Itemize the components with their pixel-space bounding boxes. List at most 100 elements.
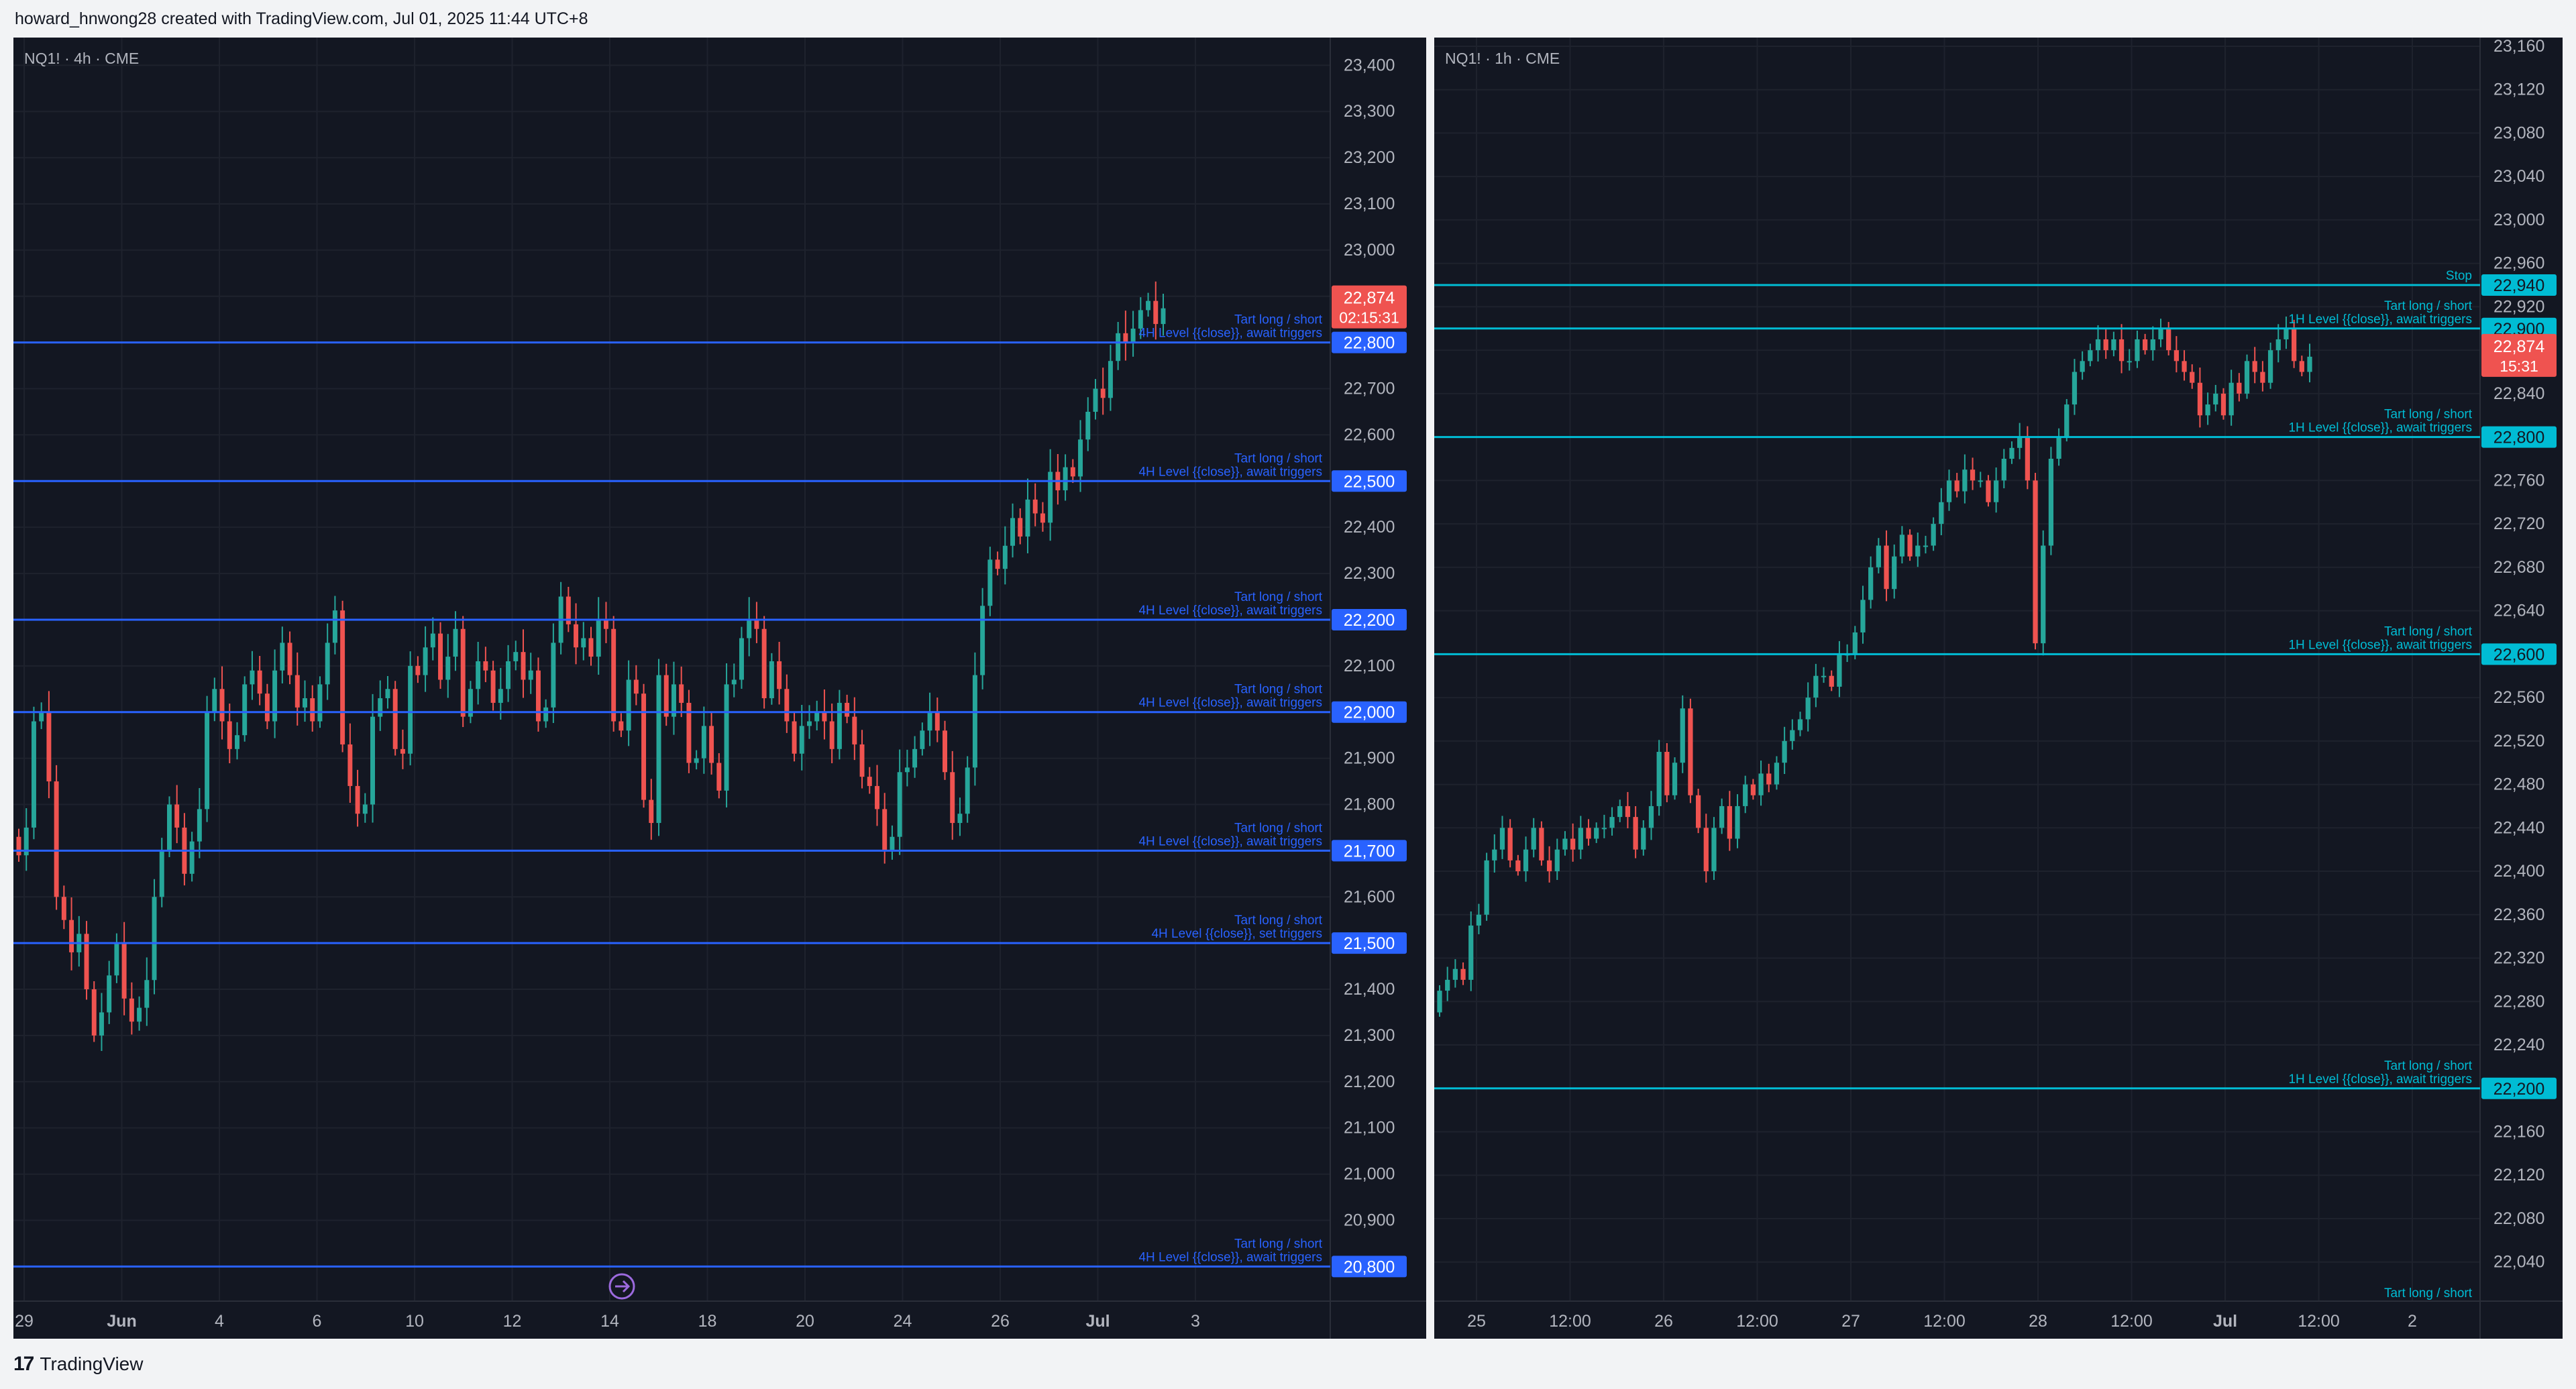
candle-body: [1063, 467, 1068, 491]
candle-body: [69, 920, 74, 952]
candle-body: [1860, 600, 1866, 632]
price-axis-label: 22,700: [1344, 380, 1395, 398]
candle-body: [2237, 382, 2242, 394]
level-price-tag: [1332, 701, 1407, 723]
candle-body: [724, 684, 729, 791]
candle-body: [84, 934, 89, 990]
price-axis-label: 21,400: [1344, 980, 1395, 999]
bar-countdown: 02:15:31: [1339, 309, 1399, 327]
candle-body: [483, 661, 488, 671]
candle-body: [1546, 860, 1552, 872]
candle-body: [543, 707, 549, 722]
candle-body: [1656, 752, 1662, 806]
candle-body: [144, 980, 150, 1008]
time-axis-label: 14: [600, 1312, 619, 1331]
price-axis-label: 22,760: [2493, 471, 2544, 490]
time-axis-label: 25: [1467, 1312, 1486, 1331]
candle-body: [235, 735, 239, 749]
candle-body: [423, 647, 428, 675]
time-axis-label: 12: [503, 1312, 522, 1331]
time-axis-label: 12:00: [1736, 1312, 1778, 1331]
level-price-tag-text: 22,600: [2493, 645, 2544, 664]
candle-body: [1010, 518, 1016, 546]
price-axis-label: 22,120: [2493, 1166, 2544, 1184]
candle-body: [1680, 708, 1685, 763]
candle-body: [1931, 524, 1936, 546]
replay-arrow-icon: [615, 1280, 631, 1293]
level-price-tag: [1332, 608, 1407, 630]
candle-body: [2182, 361, 2187, 372]
level-price-tag-text: 20,800: [1344, 1258, 1395, 1276]
candle-body: [91, 989, 97, 1036]
level-label: Tart long / short: [1234, 683, 1323, 697]
candle-body: [1138, 310, 1143, 329]
candle-body: [250, 670, 255, 685]
candle-body: [1460, 968, 1466, 980]
time-axis-label: 27: [1841, 1312, 1860, 1331]
price-axis-label: 22,240: [2493, 1036, 2544, 1054]
candle-body: [1986, 480, 1991, 502]
candle-body: [679, 684, 684, 703]
candle-body: [814, 712, 820, 722]
candle-body: [1040, 513, 1045, 523]
time-axis-label: 20: [796, 1312, 814, 1331]
candle-body: [1774, 763, 1780, 785]
candle-body: [694, 758, 699, 763]
price-axis-label: 21,000: [1344, 1165, 1395, 1184]
candles: [1437, 316, 2312, 1017]
level-label: 4H Level {{close}}, await triggers: [1138, 834, 1322, 848]
chart-4h-svg[interactable]: 23,40023,30023,20023,10023,00022,90022,8…: [13, 38, 1426, 1339]
candle-body: [1876, 545, 1881, 567]
price-axis-label: 23,400: [1344, 56, 1395, 74]
level-label: Tart long / short: [2384, 299, 2473, 313]
candle-body: [460, 628, 466, 717]
candle-body: [1507, 828, 1513, 860]
candle-body: [445, 657, 451, 680]
level-label: Tart long / short: [1234, 821, 1323, 835]
candle-body: [2072, 372, 2078, 405]
candle-body: [1782, 740, 1787, 763]
candle-body: [1758, 773, 1764, 795]
price-axis-label: 22,100: [1344, 657, 1395, 675]
time-axis-label: 6: [313, 1312, 322, 1331]
candle-body: [1586, 828, 1591, 839]
chart-1h-svg[interactable]: 23,160 23,120 23,080 23,040 23,000 22,960 22,9…: [1434, 38, 2563, 1339]
candle-body: [430, 633, 435, 648]
candle-body: [2284, 328, 2289, 339]
level-label: 4H Level {{close}}, set triggers: [1151, 927, 1322, 941]
candle-body: [1539, 828, 1544, 860]
candle-body: [152, 897, 157, 981]
candle-body: [317, 684, 323, 722]
candle-body: [392, 689, 398, 749]
candle-body: [1130, 328, 1136, 343]
candle-body: [2127, 361, 2132, 363]
candle-body: [1554, 849, 1560, 872]
price-axis-label: 22,400: [2493, 862, 2544, 881]
candle-body: [671, 684, 676, 717]
candle-body: [310, 698, 315, 722]
candle-body: [1625, 805, 1631, 818]
candle-body: [2150, 339, 2155, 351]
candle-body: [1915, 545, 1921, 557]
candle-body: [1609, 817, 1615, 828]
candle-body: [2307, 356, 2312, 372]
bar-countdown: 15:31: [2500, 357, 2538, 375]
chart-pane-4h[interactable]: 23,40023,30023,20023,10023,00022,90022,8…: [13, 38, 1426, 1339]
candle-body: [980, 606, 985, 675]
candle-body: [219, 689, 225, 722]
chart-pane-1h[interactable]: 23,160 23,120 23,080 23,040 23,000 22,960 22,9…: [1434, 38, 2563, 1339]
candle-body: [535, 670, 541, 722]
price-axis-label: 23,080: [2493, 123, 2544, 142]
candle-body: [754, 619, 759, 629]
candle-body: [2197, 382, 2203, 416]
replay-marker-icon[interactable]: [608, 1273, 635, 1300]
level-label: Tart long / short: [1234, 1237, 1323, 1251]
time-axis-label: Jun: [107, 1312, 136, 1331]
candle-body: [107, 975, 112, 1013]
level-label: 1H Level {{close}}, await triggers: [2288, 313, 2472, 327]
candle-body: [1641, 828, 1646, 850]
candle-body: [1146, 300, 1151, 311]
candle-body: [882, 809, 888, 851]
price-axis-label: 23,120: [2493, 80, 2544, 99]
candle-body: [2025, 437, 2030, 481]
